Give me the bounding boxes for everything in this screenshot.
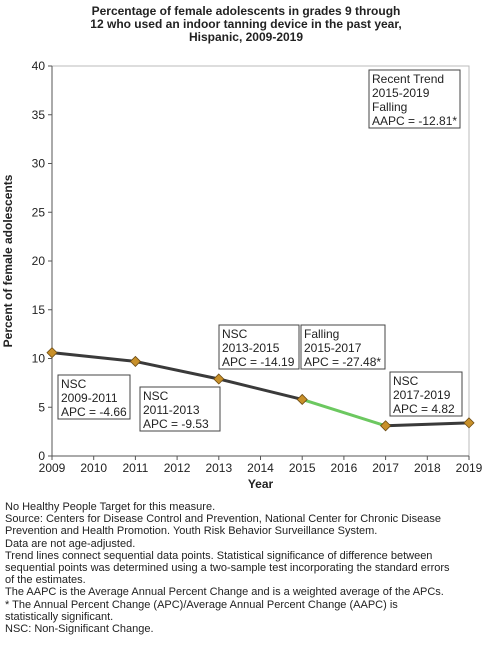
data-point-2013[interactable] [213,373,225,385]
footnote-line: NSC: Non-Significant Change. [5,623,154,636]
y-tick-label: 40 [32,59,46,73]
chart-title-line: 12 who used an indoor tanning device in … [90,17,401,31]
y-tick-label: 15 [32,303,46,317]
annotation-text: APC = 4.82 [393,402,455,416]
x-tick-label: 2010 [80,461,107,475]
annotation-text: Recent Trend [372,72,444,86]
data-markers [46,347,475,432]
x-tick-label: 2009 [39,461,66,475]
x-axis-label: Year [248,477,274,491]
annotation-text: Falling [372,100,407,114]
annotation-text: AAPC = -12.81* [372,114,457,128]
trend-segment-2017-2019 [384,421,471,428]
data-point-2009[interactable] [46,347,58,359]
x-tick-label: 2014 [247,461,274,475]
annotation-text: APC = -4.66 [61,405,127,419]
x-tick-label: 2012 [164,461,191,475]
chart-title-line: Percentage of female adolescents in grad… [92,4,401,18]
y-tick-label: 30 [32,157,46,171]
annotation-text: 2015-2019 [372,86,430,100]
data-point-2011[interactable] [129,355,141,367]
annotation-text: NSC [61,377,87,391]
x-tick-label: 2013 [205,461,232,475]
chart-title-line: Hispanic, 2009-2019 [189,30,303,44]
footnote-line: * The Annual Percent Change (APC)/Averag… [5,598,398,611]
annotation-frame [368,69,461,129]
y-axis-ticks: 0 5 10 15 20 25 30 35 40 [32,59,52,463]
footnote-line: Trend lines connect sequential data poin… [5,549,433,562]
annotation-text: 2017-2019 [393,388,451,402]
data-point-2019[interactable] [463,417,475,429]
annotation-frame [218,324,300,370]
annotation-text: 2009-2011 [61,391,118,405]
annotation-frame [57,374,131,420]
trend-lines [50,351,471,428]
trend-segment-2009-2011 [50,351,137,363]
annotation-frame [389,371,463,417]
annotation-text: 2011-2013 [143,403,200,417]
footnote-line: Source: Centers for Disease Control and … [5,513,441,526]
x-axis-ticks: 2009 2010 2011 2012 2013 2014 2015 2016 2017 2018… [39,456,483,475]
y-tick-label: 20 [32,254,46,268]
footnote-line: Data are not age-adjusted. [5,537,136,550]
annotation-text: 2015-2017 [304,341,362,355]
footnote-line: sequential points was determined using a… [5,562,450,575]
chart-title: Percentage of female adolescents in grad… [90,4,401,44]
x-tick-label: 2019 [456,461,483,475]
annotation-frame [139,386,221,432]
footnote-line: of the estimates. [5,574,86,587]
data-point-2017[interactable] [380,420,392,432]
footnote-line: Prevention and Health Promotion. Youth R… [5,525,378,538]
x-tick-label: 2011 [122,461,148,475]
x-tick-label: 2015 [289,461,316,475]
footnote-line: statistically significant. [5,610,114,623]
trend-segment-2011-2013 [133,359,221,381]
y-tick-label: 0 [38,449,45,463]
y-tick-label: 5 [38,400,45,414]
footnote-line: The AAPC is the Average Annual Percent C… [5,586,444,599]
trend-segment-2013-2015 [217,377,304,401]
y-tick-label: 35 [32,108,46,122]
y-axis-label: Percent of female adolescents [1,174,15,347]
trend-segment-2015-2017 [300,397,388,428]
y-tick-label: 25 [32,205,46,219]
annotation-text: 2013-2015 [222,341,280,355]
trend-chart: Percentage of female adolescents in grad… [1,4,483,491]
annotation-text: NSC [222,327,248,341]
y-tick-label: 10 [32,352,46,366]
annotation-text: APC = -9.53 [143,417,209,431]
footnote-line: No Healthy People Target for this measur… [5,501,216,513]
annotation-text: NSC [393,374,419,388]
annotation-text: Falling [304,327,339,341]
annotation-text: APC = -14.19 [222,355,295,369]
annotation-frame [300,324,386,370]
x-tick-label: 2018 [414,461,441,475]
x-tick-label: 2016 [331,461,358,475]
data-point-2015[interactable] [296,393,308,406]
footnotes: No Healthy People Target for this measur… [5,501,489,635]
annotation-text: NSC [143,389,169,403]
x-tick-label: 2017 [372,461,399,475]
annotation-text: APC = -27.48* [304,355,381,369]
